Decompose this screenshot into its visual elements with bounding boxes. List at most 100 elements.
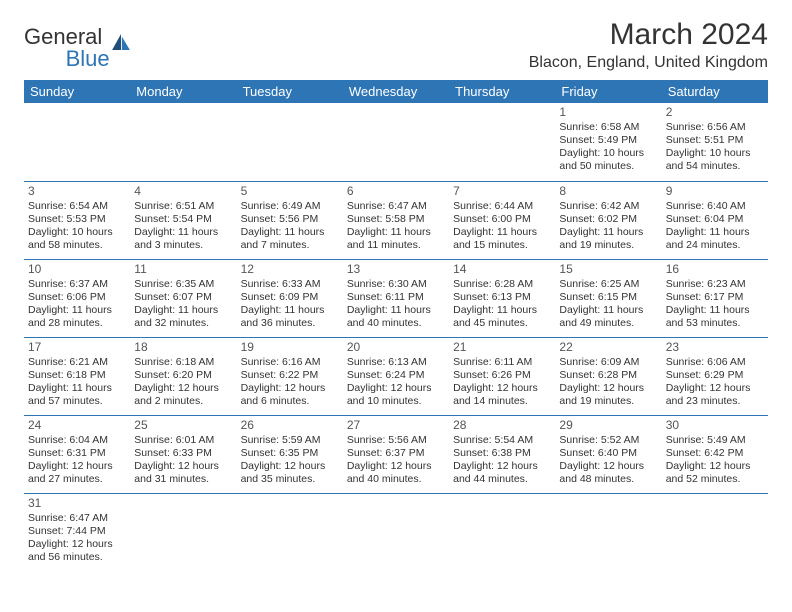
day-number: 14 (453, 262, 551, 277)
calendar-head: SundayMondayTuesdayWednesdayThursdayFrid… (24, 80, 768, 103)
daylight-line-2: and 28 minutes. (28, 317, 126, 330)
day-number: 12 (241, 262, 339, 277)
daylight-line-1: Daylight: 11 hours (134, 304, 232, 317)
calendar-cell-empty (449, 493, 555, 571)
calendar-cell: 2Sunrise: 6:56 AMSunset: 5:51 PMDaylight… (662, 103, 768, 181)
daylight-line-2: and 56 minutes. (28, 551, 126, 564)
day-number: 18 (134, 340, 232, 355)
day-number: 26 (241, 418, 339, 433)
day-number: 31 (28, 496, 126, 511)
daylight-line-2: and 44 minutes. (453, 473, 551, 486)
day-number: 24 (28, 418, 126, 433)
sunrise-line: Sunrise: 6:23 AM (666, 278, 764, 291)
daylight-line-2: and 50 minutes. (559, 160, 657, 173)
daylight-line-1: Daylight: 12 hours (453, 382, 551, 395)
daylight-line-1: Daylight: 11 hours (28, 304, 126, 317)
daylight-line-2: and 15 minutes. (453, 239, 551, 252)
day-header: Friday (555, 80, 661, 103)
daylight-line-2: and 40 minutes. (347, 473, 445, 486)
sunrise-line: Sunrise: 5:56 AM (347, 434, 445, 447)
sunset-line: Sunset: 6:38 PM (453, 447, 551, 460)
day-number: 13 (347, 262, 445, 277)
daylight-line-1: Daylight: 12 hours (666, 460, 764, 473)
calendar-cell-empty (449, 103, 555, 181)
day-number: 7 (453, 184, 551, 199)
sunset-line: Sunset: 5:51 PM (666, 134, 764, 147)
daylight-line-2: and 2 minutes. (134, 395, 232, 408)
calendar-cell: 18Sunrise: 6:18 AMSunset: 6:20 PMDayligh… (130, 337, 236, 415)
sunset-line: Sunset: 6:24 PM (347, 369, 445, 382)
daylight-line-1: Daylight: 12 hours (559, 460, 657, 473)
sunset-line: Sunset: 6:29 PM (666, 369, 764, 382)
day-number: 30 (666, 418, 764, 433)
day-number: 10 (28, 262, 126, 277)
day-header: Sunday (24, 80, 130, 103)
daylight-line-1: Daylight: 12 hours (134, 382, 232, 395)
sunset-line: Sunset: 6:31 PM (28, 447, 126, 460)
daylight-line-2: and 27 minutes. (28, 473, 126, 486)
calendar-cell: 13Sunrise: 6:30 AMSunset: 6:11 PMDayligh… (343, 259, 449, 337)
calendar-cell-empty (130, 493, 236, 571)
daylight-line-1: Daylight: 12 hours (241, 460, 339, 473)
calendar-table: SundayMondayTuesdayWednesdayThursdayFrid… (24, 80, 768, 571)
daylight-line-2: and 6 minutes. (241, 395, 339, 408)
sunrise-line: Sunrise: 6:54 AM (28, 200, 126, 213)
day-number: 9 (666, 184, 764, 199)
daylight-line-1: Daylight: 11 hours (453, 226, 551, 239)
daylight-line-1: Daylight: 12 hours (453, 460, 551, 473)
daylight-line-1: Daylight: 12 hours (241, 382, 339, 395)
daylight-line-2: and 3 minutes. (134, 239, 232, 252)
calendar-cell: 17Sunrise: 6:21 AMSunset: 6:18 PMDayligh… (24, 337, 130, 415)
sunset-line: Sunset: 6:02 PM (559, 213, 657, 226)
calendar-cell: 16Sunrise: 6:23 AMSunset: 6:17 PMDayligh… (662, 259, 768, 337)
day-number: 15 (559, 262, 657, 277)
sunset-line: Sunset: 6:04 PM (666, 213, 764, 226)
sunset-line: Sunset: 6:18 PM (28, 369, 126, 382)
sunset-line: Sunset: 6:20 PM (134, 369, 232, 382)
sunrise-line: Sunrise: 6:04 AM (28, 434, 126, 447)
sail-icon (112, 34, 130, 50)
daylight-line-2: and 48 minutes. (559, 473, 657, 486)
calendar-cell: 23Sunrise: 6:06 AMSunset: 6:29 PMDayligh… (662, 337, 768, 415)
day-number: 3 (28, 184, 126, 199)
sunset-line: Sunset: 6:17 PM (666, 291, 764, 304)
calendar-cell: 25Sunrise: 6:01 AMSunset: 6:33 PMDayligh… (130, 415, 236, 493)
daylight-line-2: and 53 minutes. (666, 317, 764, 330)
daylight-line-2: and 11 minutes. (347, 239, 445, 252)
sunrise-line: Sunrise: 6:47 AM (347, 200, 445, 213)
calendar-cell: 14Sunrise: 6:28 AMSunset: 6:13 PMDayligh… (449, 259, 555, 337)
day-number: 2 (666, 105, 764, 120)
daylight-line-2: and 23 minutes. (666, 395, 764, 408)
daylight-line-2: and 7 minutes. (241, 239, 339, 252)
calendar-cell: 11Sunrise: 6:35 AMSunset: 6:07 PMDayligh… (130, 259, 236, 337)
calendar-cell: 29Sunrise: 5:52 AMSunset: 6:40 PMDayligh… (555, 415, 661, 493)
sunrise-line: Sunrise: 6:44 AM (453, 200, 551, 213)
logo-blue: Blue (66, 46, 110, 71)
day-number: 29 (559, 418, 657, 433)
daylight-line-2: and 58 minutes. (28, 239, 126, 252)
daylight-line-1: Daylight: 11 hours (241, 304, 339, 317)
day-number: 16 (666, 262, 764, 277)
sunrise-line: Sunrise: 5:54 AM (453, 434, 551, 447)
day-number: 17 (28, 340, 126, 355)
day-header: Thursday (449, 80, 555, 103)
sunset-line: Sunset: 5:49 PM (559, 134, 657, 147)
daylight-line-1: Daylight: 11 hours (241, 226, 339, 239)
sunset-line: Sunset: 6:40 PM (559, 447, 657, 460)
calendar-cell: 28Sunrise: 5:54 AMSunset: 6:38 PMDayligh… (449, 415, 555, 493)
sunrise-line: Sunrise: 6:16 AM (241, 356, 339, 369)
calendar-cell: 30Sunrise: 5:49 AMSunset: 6:42 PMDayligh… (662, 415, 768, 493)
day-number: 8 (559, 184, 657, 199)
sunrise-line: Sunrise: 6:11 AM (453, 356, 551, 369)
daylight-line-2: and 52 minutes. (666, 473, 764, 486)
daylight-line-1: Daylight: 12 hours (28, 538, 126, 551)
daylight-line-2: and 35 minutes. (241, 473, 339, 486)
calendar-cell-empty (130, 103, 236, 181)
day-number: 25 (134, 418, 232, 433)
calendar-row: 3Sunrise: 6:54 AMSunset: 5:53 PMDaylight… (24, 181, 768, 259)
daylight-line-2: and 54 minutes. (666, 160, 764, 173)
daylight-line-2: and 40 minutes. (347, 317, 445, 330)
calendar-cell: 12Sunrise: 6:33 AMSunset: 6:09 PMDayligh… (237, 259, 343, 337)
sunset-line: Sunset: 6:26 PM (453, 369, 551, 382)
calendar-cell-empty (343, 493, 449, 571)
